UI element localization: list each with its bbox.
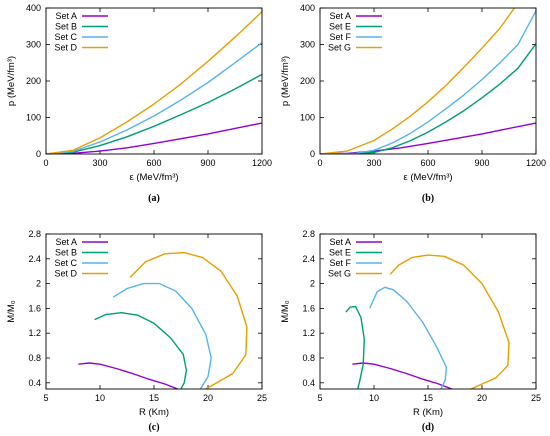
series-line	[369, 286, 448, 389]
y-tick-label: 0.8	[28, 353, 41, 363]
x-tick-label: 600	[146, 158, 161, 168]
legend-label: Set F	[329, 258, 351, 268]
legend-label: Set E	[329, 22, 351, 32]
legend-label: Set F	[329, 32, 351, 42]
series-line	[94, 312, 188, 389]
series-line	[345, 305, 365, 389]
series-line	[46, 42, 262, 154]
x-tick-label: 0	[43, 158, 48, 168]
series-line	[389, 254, 510, 389]
y-tick-label: 2.8	[302, 229, 315, 239]
series-line	[320, 122, 536, 154]
y-tick-label: 2	[36, 279, 41, 289]
series-line	[46, 11, 262, 154]
series-line	[46, 73, 262, 154]
y-axis-label: M/M₀	[280, 300, 291, 322]
panel-caption: (b)	[422, 193, 434, 204]
y-axis-label: M/M₀	[6, 300, 17, 322]
x-tick-label: 300	[92, 158, 107, 168]
y-tick-label: 100	[26, 113, 41, 123]
plot-frame	[45, 7, 263, 155]
y-axis-label: p (MeV/fm³)	[6, 56, 17, 106]
x-tick-label: 15	[149, 393, 159, 403]
x-axis-label: R (Km)	[139, 407, 169, 418]
legend-label: Set B	[55, 248, 77, 258]
x-axis-label: ε (MeV/fm³)	[129, 172, 178, 183]
panel-caption: (a)	[148, 193, 160, 204]
y-tick-label: 0	[310, 149, 315, 159]
y-tick-label: 300	[26, 40, 41, 50]
y-tick-label: 1.6	[28, 303, 41, 313]
series-line	[320, 43, 536, 154]
y-tick-label: 400	[26, 3, 41, 13]
x-tick-label: 15	[423, 393, 433, 403]
series-line	[352, 362, 453, 389]
y-tick-label: 1.2	[28, 328, 41, 338]
legend-label: Set D	[54, 43, 77, 53]
series-line	[46, 122, 262, 154]
y-tick-label: 100	[300, 113, 315, 123]
y-tick-label: 0.4	[28, 378, 41, 388]
legend-label: Set B	[55, 22, 77, 32]
y-axis-label: p (MeV/fm³)	[280, 56, 291, 106]
y-tick-label: 200	[300, 76, 315, 86]
y-tick-label: 2.4	[302, 254, 315, 264]
y-tick-label: 0	[36, 149, 41, 159]
x-tick-label: 5	[43, 393, 48, 403]
series-line	[320, 10, 536, 154]
y-tick-label: 1.2	[302, 328, 315, 338]
y-tick-label: 0.4	[302, 378, 315, 388]
legend-label: Set C	[54, 258, 77, 268]
legend-label: Set C	[54, 32, 77, 42]
series-line	[320, 8, 515, 154]
y-tick-label: 2	[310, 279, 315, 289]
x-axis-label: ε (MeV/fm³)	[403, 172, 452, 183]
y-tick-label: 2.8	[28, 229, 41, 239]
y-tick-label: 400	[300, 3, 315, 13]
x-tick-label: 900	[474, 158, 489, 168]
x-tick-label: 10	[95, 393, 105, 403]
y-tick-label: 1.6	[302, 303, 315, 313]
x-tick-label: 5	[317, 393, 322, 403]
panel-caption: (c)	[148, 422, 159, 433]
x-tick-label: 300	[366, 158, 381, 168]
legend-label: Set G	[328, 269, 351, 279]
x-tick-label: 25	[257, 393, 267, 403]
plot-frame	[319, 233, 537, 390]
panel-caption: (d)	[422, 422, 434, 433]
legend-label: Set G	[328, 43, 351, 53]
x-tick-label: 0	[317, 158, 322, 168]
plot-frame	[319, 7, 537, 155]
series-line	[78, 362, 179, 389]
series-line	[112, 282, 212, 389]
x-tick-label: 20	[203, 393, 213, 403]
legend-label: Set A	[329, 237, 351, 247]
x-tick-label: 20	[477, 393, 487, 403]
legend-label: Set D	[54, 269, 77, 279]
series-line	[129, 251, 248, 389]
legend-label: Set A	[329, 11, 351, 21]
y-tick-label: 0.8	[302, 353, 315, 363]
y-tick-label: 300	[300, 40, 315, 50]
x-tick-label: 1200	[526, 158, 546, 168]
y-tick-label: 200	[26, 76, 41, 86]
legend-label: Set A	[55, 11, 77, 21]
x-tick-label: 600	[420, 158, 435, 168]
x-axis-label: R (Km)	[413, 407, 443, 418]
x-tick-label: 900	[200, 158, 215, 168]
x-tick-label: 25	[531, 393, 541, 403]
legend-label: Set A	[55, 237, 77, 247]
legend-label: Set E	[329, 248, 351, 258]
plot-frame	[45, 233, 263, 390]
x-tick-label: 10	[369, 393, 379, 403]
y-tick-label: 2.4	[28, 254, 41, 264]
x-tick-label: 1200	[252, 158, 272, 168]
